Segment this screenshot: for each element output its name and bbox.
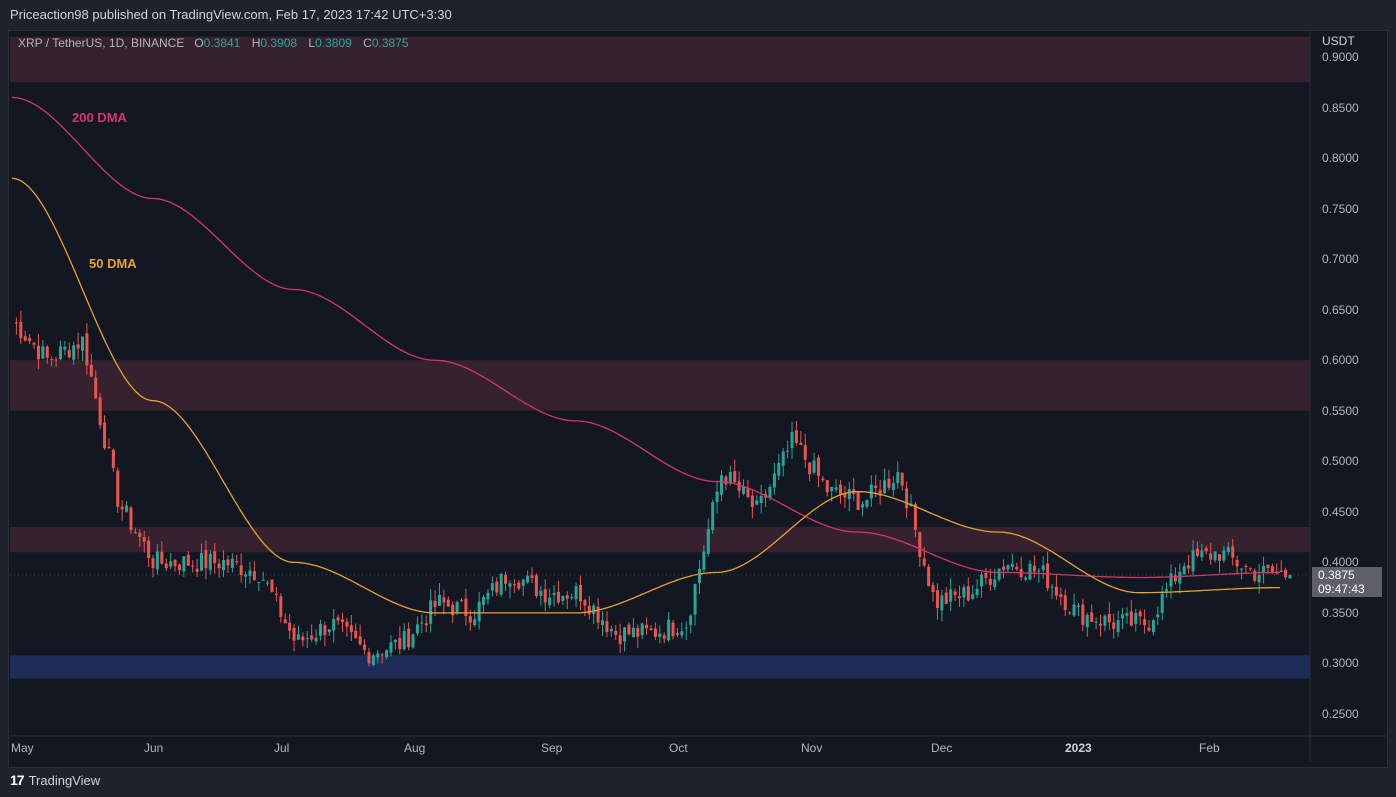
price-tick: 0.7500 [1322,201,1359,216]
bar-countdown: 09:47:43 [1318,582,1365,596]
price-tick: 0.4000 [1322,555,1359,570]
price-tick: 0.8500 [1322,100,1359,115]
price-tick: 0.6500 [1322,302,1359,317]
symbol-legend: XRP / TetherUS, 1D, BINANCE O0.3841 H0.3… [18,36,417,50]
price-tick: 0.9000 [1322,50,1359,64]
tradingview-logo-icon: 17 [10,772,25,788]
tradingview-brand[interactable]: 17 TradingView [10,772,100,788]
price-tick: 0.2500 [1322,706,1359,721]
high-value: 0.3908 [260,36,298,50]
price-tick: 0.5500 [1322,403,1359,418]
time-tick: Aug [404,741,426,755]
price-tick: 0.8000 [1322,151,1359,166]
ma200-line [11,96,1280,579]
time-tick: Sep [541,741,563,755]
ma50-label: 50 DMA [89,256,137,271]
axis-unit: USDT [1322,34,1355,48]
price-tick: 0.3500 [1322,605,1359,620]
close-label: C [363,36,372,50]
current-price-tag: 0.3875 09:47:43 [1312,567,1382,597]
ma50-line [11,177,1280,614]
price-tick: 0.3000 [1322,656,1359,671]
resistance-zone [10,360,1310,411]
footer [0,768,1396,797]
open-value: 0.3841 [203,36,241,50]
time-tick: Nov [801,741,823,755]
open-label: O [194,36,204,50]
current-price: 0.3875 [1318,568,1355,582]
resistance-zone [10,526,1310,553]
close-value: 0.3875 [371,36,409,50]
publication-bar: Priceaction98 published on TradingView.c… [0,0,1396,30]
ma200-label: 200 DMA [72,110,127,125]
price-tick: 0.4500 [1322,504,1359,519]
candles [14,310,1292,667]
low-value: 0.3809 [315,36,352,50]
time-tick: Dec [931,741,953,755]
price-tick: 0.6000 [1322,353,1359,368]
support-zone [10,655,1310,679]
time-tick: Jul [274,741,290,755]
resistance-zone [10,36,1310,83]
low-label: L [308,36,316,50]
brand-name: TradingView [28,772,101,788]
time-tick: May [11,741,34,755]
publication-info: Priceaction98 published on TradingView.c… [10,7,452,22]
time-tick: Jun [144,741,164,755]
time-tick: Oct [669,741,688,755]
price-tick: 0.5000 [1322,454,1359,469]
time-tick: 2023 [1065,741,1092,755]
price-tick: 0.7000 [1322,252,1359,267]
high-label: H [251,36,261,50]
symbol-title: XRP / TetherUS, 1D, BINANCE [18,36,185,50]
time-tick: Feb [1199,741,1220,755]
